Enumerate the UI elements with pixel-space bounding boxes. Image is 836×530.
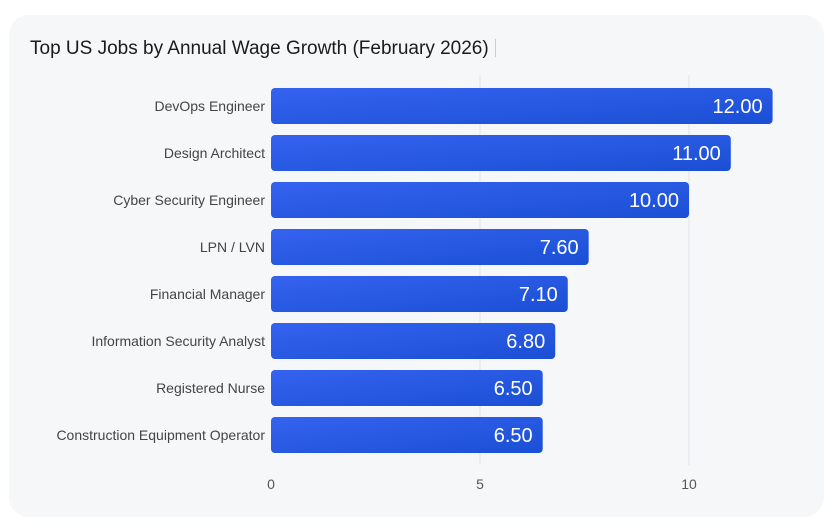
category-label: DevOps Engineer xyxy=(154,98,265,114)
data-label: 6.50 xyxy=(494,378,533,400)
bar xyxy=(271,88,773,124)
data-label: 6.80 xyxy=(506,331,545,353)
bar xyxy=(271,276,568,312)
bar xyxy=(271,135,731,171)
data-label: 10.00 xyxy=(629,190,679,212)
category-label: Information Security Analyst xyxy=(91,333,265,349)
bar xyxy=(271,229,589,265)
category-label: Financial Manager xyxy=(150,286,266,302)
category-label: Construction Equipment Operator xyxy=(56,427,265,443)
category-label: Design Architect xyxy=(164,145,265,161)
data-label: 6.50 xyxy=(494,425,533,447)
text-cursor xyxy=(494,39,496,57)
bar xyxy=(271,417,543,453)
x-tick-label: 10 xyxy=(681,476,697,492)
bar xyxy=(271,182,689,218)
data-label: 7.10 xyxy=(519,284,558,306)
chart-title-text: Top US Jobs by Annual Wage Growth (Febru… xyxy=(30,38,489,59)
category-label: Registered Nurse xyxy=(156,380,265,396)
category-label: LPN / LVN xyxy=(200,239,265,255)
bar xyxy=(271,323,556,359)
data-label: 11.00 xyxy=(672,143,721,165)
data-label: 7.60 xyxy=(540,237,579,259)
chart-title: Top US Jobs by Annual Wage Growth (Febru… xyxy=(30,38,496,60)
data-label: 12.00 xyxy=(713,96,763,118)
x-tick-label: 5 xyxy=(476,476,484,492)
bar xyxy=(271,370,543,406)
category-label: Cyber Security Engineer xyxy=(113,192,265,208)
x-tick-label: 0 xyxy=(267,476,275,492)
